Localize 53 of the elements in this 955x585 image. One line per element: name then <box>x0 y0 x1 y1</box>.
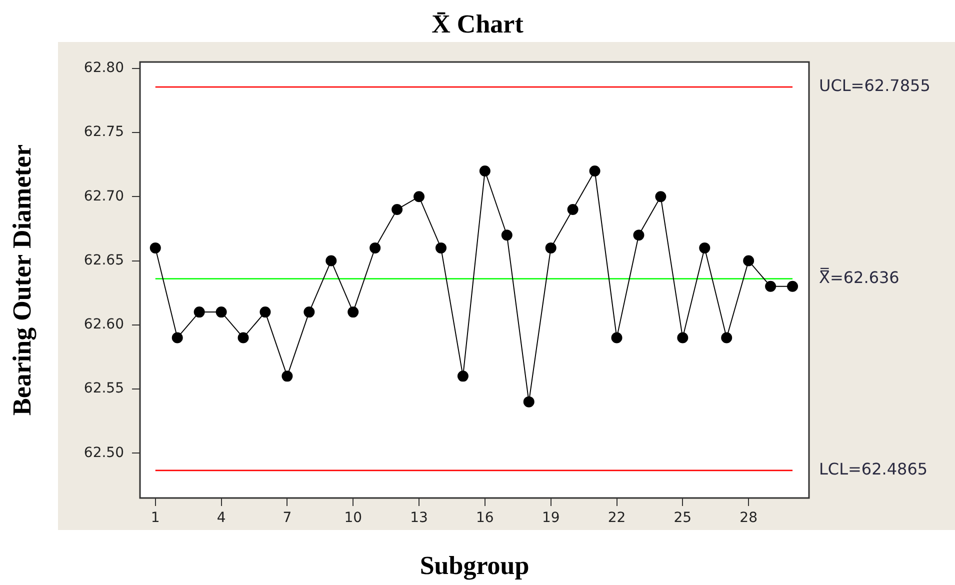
x-tick-label: 10 <box>344 510 362 526</box>
point <box>216 306 227 318</box>
point <box>282 370 293 382</box>
y-tick-label: 62.55 <box>84 380 124 397</box>
point <box>633 230 644 241</box>
y-tick-label: 62.65 <box>84 252 124 268</box>
point <box>589 166 600 176</box>
y-tick-label: 62.60 <box>84 316 124 333</box>
x-tick-label: 16 <box>476 510 494 526</box>
x-axis-title: Subgroup <box>420 551 530 580</box>
y-axis-title: Bearing Outer Diameter <box>7 144 36 416</box>
point <box>260 306 271 318</box>
chart-title: X̄ Chart <box>432 10 524 39</box>
point <box>501 230 512 241</box>
point <box>567 204 578 215</box>
point <box>150 242 161 254</box>
point <box>611 332 622 344</box>
ref-line-label: LCL=62.4865 <box>819 460 928 479</box>
point <box>787 280 798 292</box>
x-tick-label: 7 <box>282 510 292 526</box>
ref-line-label: UCL=62.7855 <box>819 76 930 96</box>
point <box>392 204 403 215</box>
point <box>655 191 666 202</box>
y-tick-label: 62.75 <box>84 124 124 140</box>
ref-line-label: X̿=62.636 <box>819 266 900 287</box>
x-tick-label: 22 <box>608 510 626 526</box>
x-tick-label: 13 <box>410 510 428 526</box>
point <box>457 370 468 382</box>
point <box>370 242 381 254</box>
x-tick-label: 4 <box>216 510 226 526</box>
y-tick-label: 62.50 <box>84 444 124 461</box>
point <box>348 306 359 318</box>
point <box>523 396 534 408</box>
y-tick-label: 62.70 <box>84 188 124 204</box>
point <box>304 306 315 318</box>
point <box>743 255 754 266</box>
x-tick-label: 25 <box>674 510 692 526</box>
y-tick-label: 62.80 <box>84 60 124 76</box>
point <box>545 242 556 254</box>
point <box>699 242 710 254</box>
point <box>765 280 776 292</box>
point <box>194 306 205 318</box>
point <box>435 242 446 254</box>
point <box>238 332 249 344</box>
point <box>414 191 425 202</box>
point <box>172 332 183 344</box>
x-tick-label: 19 <box>542 510 560 526</box>
point <box>326 255 337 266</box>
x-tick-label: 1 <box>150 510 160 526</box>
x-tick-label: 28 <box>740 510 758 526</box>
point <box>479 166 490 176</box>
point <box>721 332 732 344</box>
point <box>677 332 688 344</box>
